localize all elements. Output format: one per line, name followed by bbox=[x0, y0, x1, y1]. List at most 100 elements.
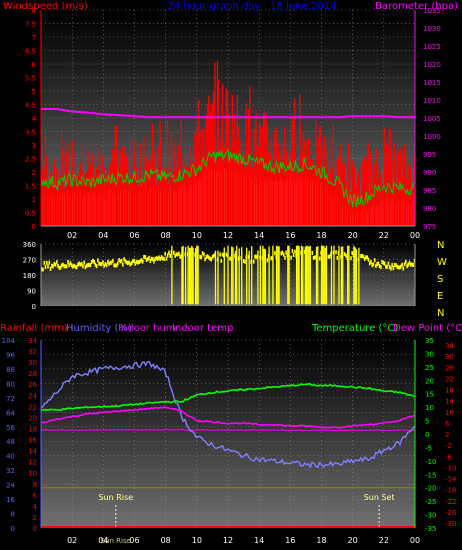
direction-point bbox=[221, 252, 224, 257]
wind-gust-bar bbox=[255, 110, 257, 226]
wind-gust-bar bbox=[324, 136, 326, 226]
wind-gust-bar bbox=[289, 166, 291, 226]
wind-gust-bar bbox=[133, 140, 135, 226]
wind-gust-bar bbox=[208, 95, 210, 226]
wind-hour-label: 02 bbox=[67, 231, 77, 240]
direction-point bbox=[244, 259, 246, 264]
direction-point bbox=[380, 265, 382, 270]
barometer-tick-label: 1015 bbox=[423, 79, 441, 87]
direction-point bbox=[73, 263, 75, 268]
direction-point bbox=[178, 251, 180, 256]
direction-point bbox=[95, 264, 98, 269]
direction-point bbox=[70, 263, 73, 268]
wind-gust-bar bbox=[300, 124, 302, 226]
direction-point bbox=[362, 254, 365, 259]
temperature-tick-label: 25 bbox=[425, 364, 434, 372]
wind-gust-bar bbox=[280, 164, 282, 226]
indoor-tick-label: -22 bbox=[445, 498, 456, 506]
direction-point bbox=[173, 250, 175, 255]
direction-point bbox=[65, 264, 68, 269]
wind-gust-bar bbox=[88, 150, 90, 226]
direction-point bbox=[143, 254, 145, 259]
direction-point bbox=[403, 262, 406, 267]
indoor-tick-label: -18 bbox=[445, 487, 456, 495]
direction-point bbox=[100, 262, 103, 267]
direction-point bbox=[199, 254, 201, 259]
rain-tick-label: 14 bbox=[28, 448, 37, 456]
direction-point bbox=[139, 259, 142, 264]
direction-point bbox=[153, 259, 155, 264]
wind-gust-bar bbox=[194, 131, 196, 226]
wind-gust-bar bbox=[385, 169, 387, 226]
wind-gust-bar bbox=[104, 185, 106, 226]
wind-gust-bar bbox=[139, 143, 141, 226]
temperature-hour-label: 22 bbox=[379, 536, 389, 545]
wind-gust-bar bbox=[322, 146, 324, 226]
wind-gust-bar bbox=[312, 168, 315, 226]
direction-point bbox=[112, 258, 114, 263]
direction-point bbox=[56, 260, 58, 265]
wind-gust-bar bbox=[387, 146, 389, 226]
direction-point bbox=[220, 258, 223, 263]
wind-gust-bar bbox=[74, 153, 76, 226]
temperature-tick-label: 5 bbox=[425, 418, 429, 426]
barometer-tick-label: 1035 bbox=[423, 7, 441, 15]
wind-gust-bar bbox=[112, 148, 114, 226]
direction-point bbox=[210, 257, 213, 262]
direction-point bbox=[329, 254, 331, 259]
direction-point bbox=[375, 263, 377, 268]
wind-gust-bar bbox=[122, 146, 124, 226]
direction-tick-label: 0 bbox=[32, 303, 36, 311]
direction-point bbox=[125, 260, 128, 265]
direction-point bbox=[266, 258, 269, 263]
wind-gust-bar bbox=[261, 126, 263, 226]
direction-point bbox=[144, 255, 147, 260]
wind-gust-bar bbox=[138, 186, 140, 226]
wind-gust-bar bbox=[180, 120, 182, 226]
wind-gust-bar bbox=[109, 163, 111, 226]
rain-tick-label: 34 bbox=[28, 337, 37, 345]
direction-point bbox=[393, 263, 396, 267]
direction-point bbox=[366, 255, 368, 260]
wind-gust-bar bbox=[260, 128, 262, 226]
direction-series bbox=[41, 245, 416, 305]
direction-point bbox=[58, 265, 61, 270]
rain-tick-label: 6 bbox=[33, 492, 38, 500]
wind-gust-bar bbox=[252, 164, 255, 226]
direction-point bbox=[41, 267, 43, 272]
wind-gust-bar bbox=[198, 99, 200, 226]
wind-gust-bar bbox=[41, 166, 43, 226]
direction-point bbox=[381, 260, 383, 264]
direction-point bbox=[312, 255, 315, 260]
direction-point bbox=[59, 265, 62, 270]
direction-point bbox=[107, 259, 109, 264]
humidity-tick-label: 56 bbox=[6, 424, 15, 432]
wind-gust-bar bbox=[188, 167, 190, 226]
direction-point bbox=[290, 255, 292, 260]
barometer-tick-label: 980 bbox=[423, 205, 436, 213]
rain-tick-label: 12 bbox=[28, 459, 37, 467]
temperature-panel: 0816243240485664728088961040246810121416… bbox=[0, 323, 462, 545]
direction-point bbox=[169, 254, 171, 258]
direction-point bbox=[140, 258, 143, 263]
wind-tick-label: 8 bbox=[32, 7, 36, 15]
wind-tick-label: 4 bbox=[32, 115, 37, 123]
direction-point bbox=[407, 262, 410, 267]
temperature-tick-label: 20 bbox=[425, 377, 434, 385]
wind-gust-bar bbox=[129, 175, 131, 226]
direction-point bbox=[327, 254, 330, 259]
direction-point bbox=[142, 259, 144, 264]
dew-point-line bbox=[40, 405, 416, 429]
wind-gust-bar bbox=[390, 129, 392, 226]
temperature-axes: 0816243240485664728088961040246810121416… bbox=[2, 337, 457, 545]
rain-tick-label: 4 bbox=[33, 503, 38, 511]
humidity-tick-label: 24 bbox=[6, 482, 15, 490]
direction-point bbox=[78, 261, 80, 266]
wind-gust-bar bbox=[402, 154, 404, 226]
indoor-tick-label: -10 bbox=[445, 464, 456, 472]
wind-gust-bar bbox=[386, 143, 388, 226]
wind-gust-bar bbox=[316, 169, 318, 226]
wind-gust-bar bbox=[265, 113, 267, 226]
rain-tick-label: 18 bbox=[28, 425, 37, 433]
wind-gust-bar bbox=[309, 139, 311, 226]
